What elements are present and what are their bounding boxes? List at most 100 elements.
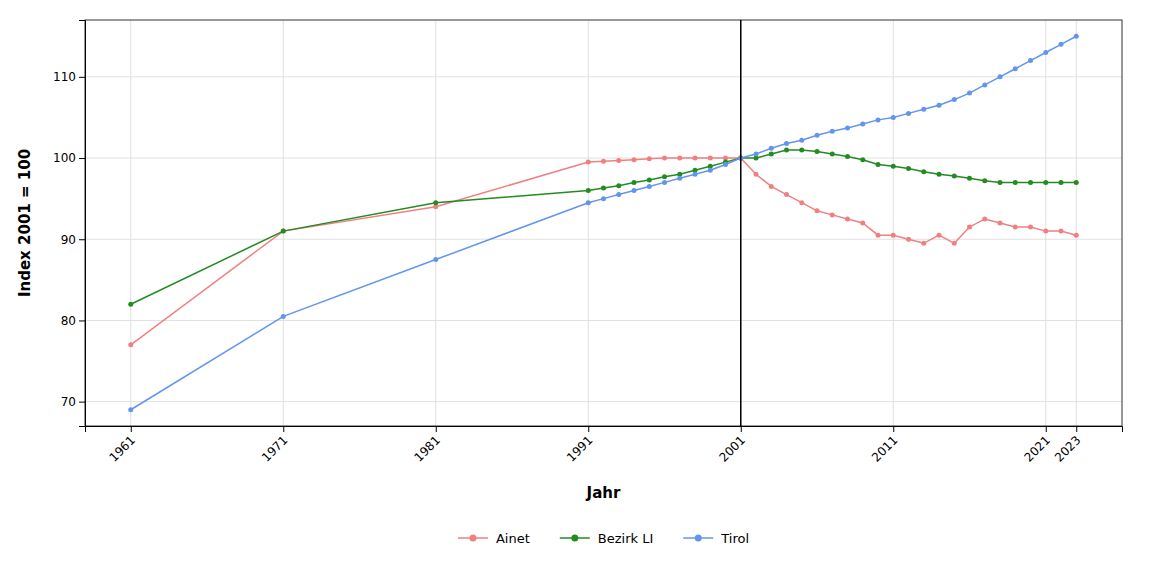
- series-point: [601, 159, 606, 164]
- series-point: [860, 121, 865, 126]
- series-point: [754, 172, 759, 177]
- grid-line-x: [1076, 20, 1077, 426]
- series-point: [845, 216, 850, 221]
- grid-line-x: [1045, 20, 1046, 426]
- x-tick-label: 2011: [869, 433, 900, 464]
- y-tick: 80: [61, 314, 85, 328]
- x-tick: 2001: [717, 426, 748, 465]
- series-point: [632, 157, 637, 162]
- series-point: [677, 176, 682, 181]
- grid: [85, 20, 1122, 426]
- series-point: [784, 192, 789, 197]
- grid-line-x: [130, 20, 131, 426]
- legend-marker: [695, 535, 702, 542]
- x-tick: 2021: [1022, 426, 1053, 465]
- x-tick-label: 2021: [1022, 433, 1053, 464]
- series-point: [1043, 50, 1048, 55]
- series-point: [1059, 229, 1064, 234]
- series-point: [982, 82, 987, 87]
- x-tick: 2011: [869, 426, 900, 465]
- series-point: [876, 162, 881, 167]
- series-point: [769, 146, 774, 151]
- y-axis: 708090100110: [53, 21, 85, 427]
- series-point: [1028, 58, 1033, 63]
- x-tick: 1971: [259, 426, 290, 465]
- series-point: [601, 186, 606, 191]
- series-point: [921, 169, 926, 174]
- series-point: [1013, 66, 1018, 71]
- y-tick: 70: [61, 395, 85, 409]
- series-point: [982, 178, 987, 183]
- series-point: [1074, 34, 1079, 39]
- series-point: [586, 160, 591, 165]
- series-line: [131, 36, 1077, 410]
- series-point: [982, 216, 987, 221]
- plot-frame: [85, 20, 1122, 426]
- series: [128, 34, 1079, 413]
- series-point: [860, 157, 865, 162]
- x-tick-mark: [588, 426, 589, 432]
- series-point: [647, 184, 652, 189]
- grid-line-y: [85, 320, 1122, 321]
- grid-line-x: [283, 20, 284, 426]
- series-point: [876, 233, 881, 238]
- grid-line-y: [85, 76, 1122, 77]
- series-point: [998, 221, 1003, 226]
- x-tick: 1961: [107, 426, 138, 465]
- x-axis-title: Jahr: [586, 484, 621, 502]
- series-point: [662, 156, 667, 161]
- series-point: [128, 302, 133, 307]
- series-point: [815, 149, 820, 154]
- x-tick: 2023: [1052, 426, 1083, 465]
- series-point: [1028, 180, 1033, 185]
- series-point: [662, 180, 667, 185]
- series: [128, 156, 1079, 348]
- y-tick-label: 100: [53, 151, 76, 165]
- y-tick-label: 70: [61, 395, 76, 409]
- series-point: [632, 180, 637, 185]
- series-point: [860, 221, 865, 226]
- series-point: [937, 103, 942, 108]
- series-point: [845, 125, 850, 130]
- grid-line-y: [85, 401, 1122, 402]
- series-point: [677, 156, 682, 161]
- series-point: [952, 173, 957, 178]
- y-tick-mark: [79, 402, 85, 403]
- series-point: [281, 314, 286, 319]
- x-tick-mark: [1046, 426, 1047, 432]
- series-point: [433, 200, 438, 205]
- x-tick: 1991: [564, 426, 595, 465]
- series-point: [616, 158, 621, 163]
- x-tick-label: 2001: [717, 433, 748, 464]
- series-point: [921, 107, 926, 112]
- data-area: [128, 20, 1079, 426]
- series-point: [998, 180, 1003, 185]
- series-line: [131, 150, 1077, 304]
- y-tick-label: 110: [53, 70, 76, 84]
- series-point: [998, 74, 1003, 79]
- series-point: [1074, 233, 1079, 238]
- y-tick-mark: [79, 158, 85, 159]
- series-point: [1074, 180, 1079, 185]
- series-point: [281, 229, 286, 234]
- x-tick-mark: [283, 426, 284, 432]
- series-point: [708, 168, 713, 173]
- series-point: [921, 241, 926, 246]
- legend-marker: [571, 535, 578, 542]
- legend-marker: [469, 535, 476, 542]
- series-point: [647, 156, 652, 161]
- grid-line-y: [85, 158, 1122, 159]
- series-point: [769, 151, 774, 156]
- x-axis: 1961 1971 1981 1991 2001 2011 20212023: [86, 426, 1123, 465]
- x-tick-label: 1981: [412, 433, 443, 464]
- series-point: [1059, 42, 1064, 47]
- series-point: [1028, 225, 1033, 230]
- series-point: [784, 141, 789, 146]
- series-point: [830, 129, 835, 134]
- series-point: [616, 183, 621, 188]
- legend-entry: Ainet: [458, 531, 530, 546]
- series-point: [967, 176, 972, 181]
- y-axis-title: Index 2001 = 100: [16, 149, 34, 297]
- series: [128, 147, 1079, 306]
- series-point: [586, 188, 591, 193]
